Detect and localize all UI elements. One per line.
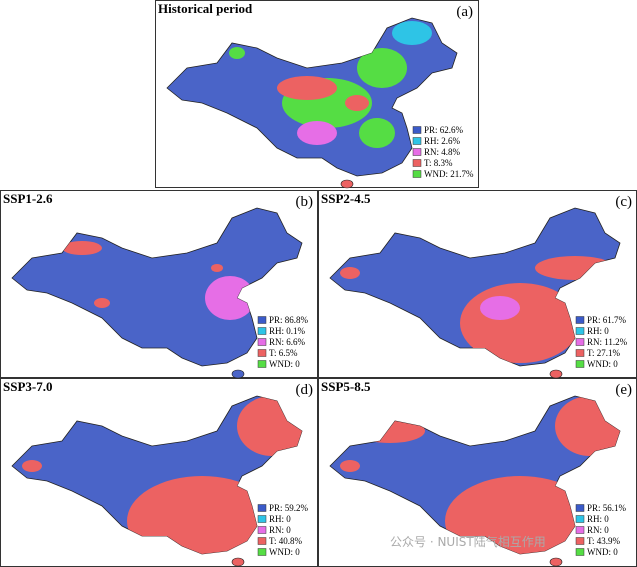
legend-label: RN: 0 xyxy=(269,525,291,535)
legend-swatch xyxy=(257,338,267,346)
legend-label: WND: 0 xyxy=(587,547,618,557)
map xyxy=(11,207,303,379)
legend-label: T: 27.1% xyxy=(587,348,621,358)
legend: PR: 86.8%RH: 0.1%RN: 6.6%T: 6.5%WND: 0 xyxy=(257,315,309,369)
legend-swatch xyxy=(412,170,422,178)
legend-label: RH: 0.1% xyxy=(269,326,306,336)
legend-swatch xyxy=(412,137,422,145)
panel-title: SSP2-4.5 xyxy=(321,191,371,206)
legend-swatch xyxy=(257,360,267,368)
map xyxy=(166,17,458,189)
legend-label: RH: 2.6% xyxy=(424,136,461,146)
legend-swatch xyxy=(575,338,585,346)
legend-label: PR: 61.7% xyxy=(587,315,627,325)
panel: SSP5-8.5 (e) PR: 56.1%RH: 0RN: 0T: 43.9%… xyxy=(318,378,637,567)
legend-label: T: 8.3% xyxy=(424,158,453,168)
legend-swatch xyxy=(575,316,585,324)
panel: SSP3-7.0 (d) PR: 59.2%RH: 0RN: 0T: 40.8%… xyxy=(0,378,318,567)
panel-letter: (c) xyxy=(615,194,632,210)
legend-label: RN: 4.8% xyxy=(424,147,461,157)
legend-label: RN: 11.2% xyxy=(587,337,628,347)
panel-title: SSP5-8.5 xyxy=(321,379,371,394)
legend-swatch xyxy=(412,159,422,167)
legend-label: RH: 0 xyxy=(587,514,609,524)
watermark: 公众号 · NUIST陆气相互作用 xyxy=(390,534,546,549)
panel-letter: (a) xyxy=(456,4,473,20)
legend: PR: 61.7%RH: 0RN: 11.2%T: 27.1%WND: 0 xyxy=(575,315,628,369)
legend-label: PR: 59.2% xyxy=(269,503,309,513)
legend-swatch xyxy=(257,526,267,534)
legend-label: RN: 6.6% xyxy=(269,337,306,347)
legend-swatch xyxy=(412,126,422,134)
panel-title: SSP1-2.6 xyxy=(3,191,53,206)
legend-label: T: 43.9% xyxy=(587,536,621,546)
legend-swatch xyxy=(575,548,585,556)
legend-swatch xyxy=(575,537,585,545)
panel: Historical period (a) PR: 62.6%RH: 2.6%R… xyxy=(155,0,479,189)
legend: PR: 56.1%RH: 0RN: 0T: 43.9%WND: 0 xyxy=(575,503,627,557)
legend-swatch xyxy=(257,327,267,335)
legend-swatch xyxy=(257,548,267,556)
legend-label: RN: 0 xyxy=(587,525,609,535)
legend-label: T: 40.8% xyxy=(269,536,303,546)
panel-letter: (e) xyxy=(615,382,632,398)
legend-swatch xyxy=(575,515,585,523)
legend-label: PR: 86.8% xyxy=(269,315,309,325)
panel-letter: (d) xyxy=(296,382,314,398)
legend-swatch xyxy=(575,504,585,512)
legend-label: T: 6.5% xyxy=(269,348,298,358)
legend-label: WND: 0 xyxy=(269,359,300,369)
panel: SSP2-4.5 (c) PR: 61.7%RH: 0RN: 11.2%T: 2… xyxy=(318,190,637,379)
legend-swatch xyxy=(575,327,585,335)
legend-swatch xyxy=(257,504,267,512)
legend-swatch xyxy=(575,360,585,368)
legend-swatch xyxy=(257,537,267,545)
panel-title: SSP3-7.0 xyxy=(3,379,52,394)
legend-label: PR: 62.6% xyxy=(424,125,464,135)
panel: SSP1-2.6 (b) PR: 86.8%RH: 0.1%RN: 6.6%T:… xyxy=(0,190,318,379)
legend: PR: 59.2%RH: 0RN: 0T: 40.8%WND: 0 xyxy=(257,503,309,557)
legend-swatch xyxy=(257,316,267,324)
legend-label: WND: 21.7% xyxy=(424,169,474,179)
legend-label: WND: 0 xyxy=(269,547,300,557)
legend-swatch xyxy=(575,349,585,357)
legend: PR: 62.6%RH: 2.6%RN: 4.8%T: 8.3%WND: 21.… xyxy=(412,125,474,179)
panel-letter: (b) xyxy=(296,194,314,210)
legend-swatch xyxy=(257,515,267,523)
legend-swatch xyxy=(257,349,267,357)
legend-label: RH: 0 xyxy=(269,514,291,524)
legend-swatch xyxy=(412,148,422,156)
legend-label: WND: 0 xyxy=(587,359,618,369)
legend-label: PR: 56.1% xyxy=(587,503,627,513)
legend-label: RH: 0 xyxy=(587,326,609,336)
panel-title: Historical period xyxy=(158,1,253,16)
legend-swatch xyxy=(575,526,585,534)
